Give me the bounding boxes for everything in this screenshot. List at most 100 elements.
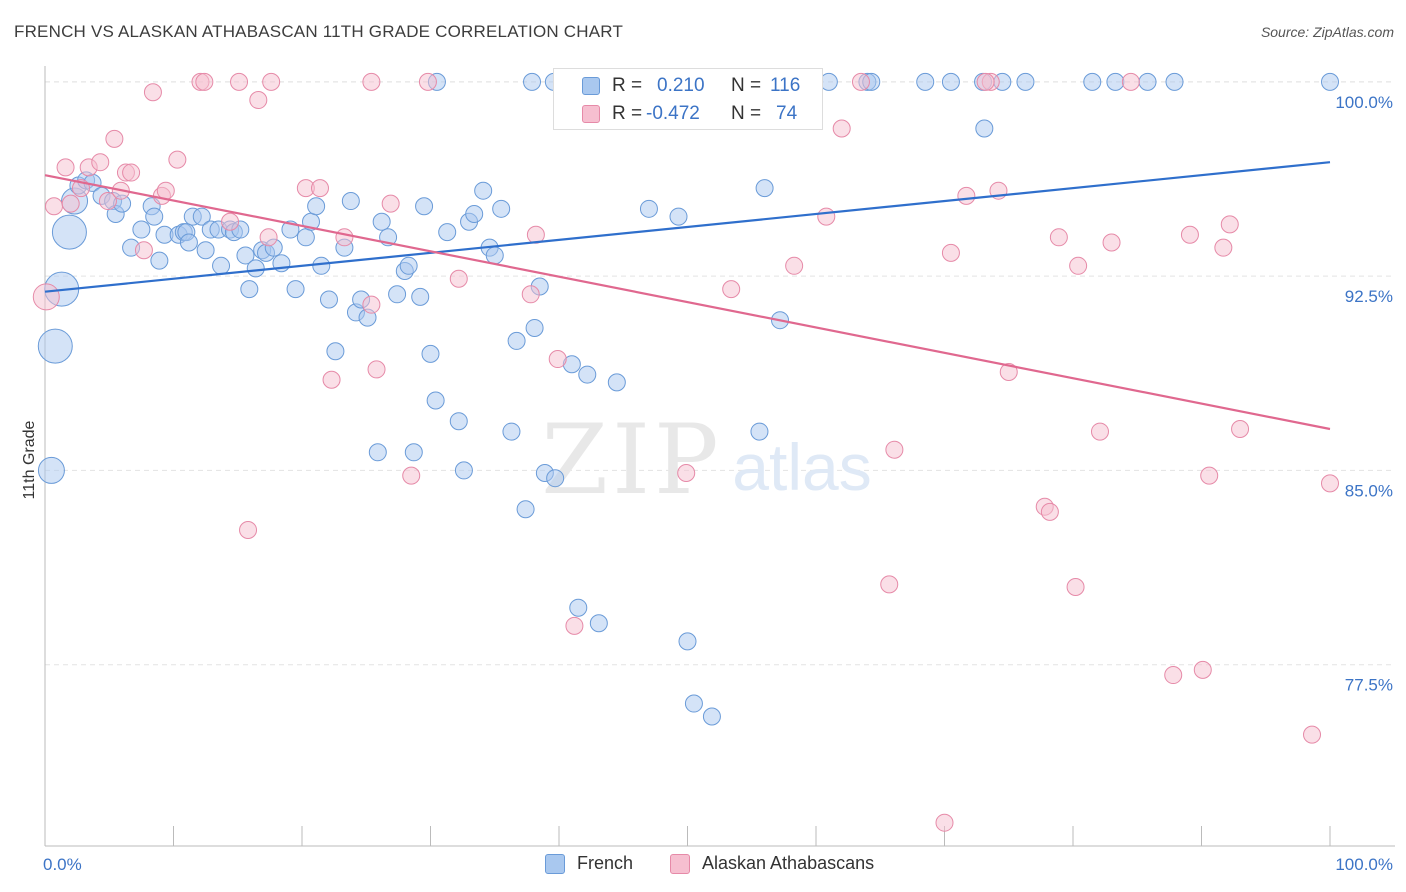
french-point [1165, 72, 1184, 91]
alaskan-point [1303, 725, 1322, 744]
alaskan-point [310, 179, 329, 198]
alaskan-point [449, 269, 468, 288]
alaskan-point [565, 616, 584, 635]
legend-n-label: N = [731, 75, 762, 96]
french-point [312, 256, 331, 275]
legend-alaskan-n: 74 [776, 103, 798, 124]
alaskan-point [1200, 466, 1219, 485]
y-tick-label: 92.5% [1345, 287, 1393, 306]
alaskan-legend-label: Alaskan Athabascans [702, 853, 875, 873]
french-point [421, 344, 440, 363]
grid-lines [45, 81, 1395, 666]
french-point [399, 256, 418, 275]
legend-r-label: R = [612, 103, 643, 124]
french-point [465, 205, 484, 223]
alaskan-point [362, 72, 381, 91]
french-point [388, 285, 407, 304]
french-point [179, 233, 198, 252]
alaskan-point [1164, 666, 1183, 685]
alaskan-point [362, 295, 381, 314]
alaskan-point [521, 285, 540, 304]
x-tick-label-max: 100.0% [1335, 855, 1393, 874]
alaskan-point [402, 466, 421, 485]
alaskan-point [56, 158, 75, 177]
alaskan-point [239, 521, 258, 539]
french-legend-label: French [577, 853, 634, 873]
alaskan-point [941, 243, 960, 262]
french-point [474, 181, 493, 200]
alaskan-point [262, 72, 281, 91]
alaskan-point [1121, 72, 1140, 91]
french-point [578, 365, 597, 384]
french-point [702, 707, 721, 726]
alaskan-point [105, 129, 124, 148]
french-point [449, 412, 468, 431]
french-point [755, 179, 774, 198]
french-legend-swatch [545, 854, 565, 874]
alaskan-point [677, 464, 696, 483]
french-point [1138, 72, 1157, 91]
alaskan-swatch [582, 105, 600, 123]
legend-row-french: R = 0.210 N = 116 [554, 73, 822, 101]
alaskan-point [335, 228, 354, 247]
french-point [941, 72, 960, 91]
french-points [37, 72, 1339, 726]
french-point [589, 614, 608, 633]
legend-french-r: 0.210 [657, 75, 705, 96]
correlation-legend: R = 0.210 N = 116 R = -0.472 N = 74 [553, 68, 823, 130]
alaskan-point [98, 192, 117, 211]
alaskan-point [548, 350, 567, 369]
french-point [1321, 72, 1339, 91]
french-point [639, 199, 658, 218]
french-point [212, 256, 231, 275]
french-point [319, 290, 338, 309]
french-point [326, 342, 345, 361]
alaskan-point [1193, 660, 1212, 679]
alaskan-point [259, 228, 278, 247]
x-tick-label-min: 0.0% [43, 855, 82, 874]
alaskan-point [156, 181, 175, 200]
french-point [516, 500, 535, 519]
alaskan-point [851, 72, 870, 91]
french-point [678, 632, 697, 651]
alaskan-legend-swatch [670, 854, 690, 874]
alaskan-point [976, 72, 995, 91]
french-trend-line [44, 161, 1331, 293]
french-point [546, 469, 565, 488]
french-point [1016, 72, 1035, 91]
french-point [37, 328, 73, 364]
alaskan-point [957, 186, 976, 205]
french-point [438, 223, 457, 242]
french-swatch [582, 77, 600, 95]
source-label: Source: ZipAtlas.com [1260, 24, 1394, 40]
alaskan-point [168, 150, 187, 169]
french-point [684, 694, 703, 713]
french-point [1106, 72, 1125, 91]
alaskan-points [32, 72, 1339, 832]
french-point [569, 598, 588, 617]
axes [44, 66, 1395, 847]
alaskan-point [1066, 577, 1085, 596]
french-point [37, 456, 65, 484]
legend-row-alaskan: R = -0.472 N = 74 [554, 101, 822, 129]
french-point [246, 259, 265, 278]
alaskan-point [817, 207, 836, 226]
alaskan-point [44, 197, 63, 216]
french-point [607, 373, 626, 392]
french-point [240, 280, 259, 299]
french-point [341, 192, 360, 211]
alaskan-point [1102, 233, 1121, 252]
alaskan-point [885, 440, 904, 459]
alaskan-point [143, 83, 162, 102]
french-point [307, 197, 326, 216]
french-point [296, 228, 315, 247]
french-point [236, 246, 255, 265]
french-point [669, 207, 688, 226]
alaskan-point [195, 72, 214, 91]
legend-alaskan-r: -0.472 [646, 103, 700, 124]
trend-lines [44, 161, 1331, 431]
french-point [368, 443, 387, 462]
alaskan-point [230, 72, 249, 91]
french-point [1083, 72, 1102, 91]
legend-r-label: R = [612, 75, 643, 96]
